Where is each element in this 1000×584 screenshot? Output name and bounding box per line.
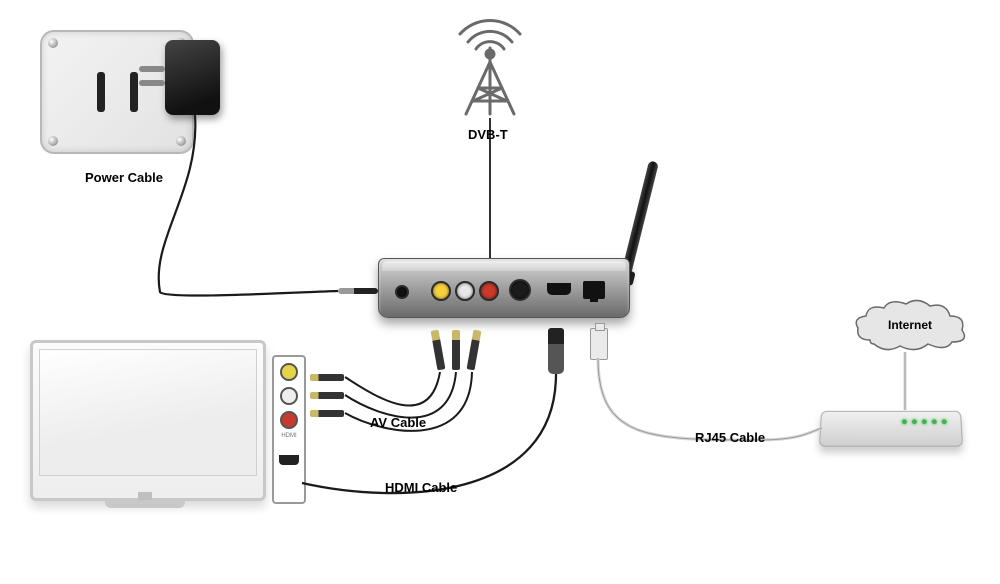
- internet-label: Internet: [850, 318, 970, 332]
- modem-router: [819, 411, 963, 447]
- av-cable-plugs-stb: [430, 330, 490, 390]
- tv-monitor: [30, 340, 266, 501]
- dvbt-label: DVB-T: [468, 127, 508, 142]
- rj45-cable-label: RJ45 Cable: [695, 430, 765, 445]
- stb-av-r-port: [479, 281, 499, 301]
- stb-hdmi-port: [547, 283, 571, 295]
- tv-port-panel: HDMI: [272, 355, 306, 504]
- hdmi-cable-plug: [548, 328, 564, 374]
- stb-av-w-port: [455, 281, 475, 301]
- stb-av-y-port: [431, 281, 451, 301]
- stb-dc-port: [395, 285, 409, 299]
- av-cable-label: AV Cable: [370, 415, 426, 430]
- internet-cloud-icon: Internet: [850, 298, 970, 353]
- power-adapter: [165, 40, 220, 115]
- connection-diagram: HDMI Internet Power Cable DVB-T AV Cable…: [0, 0, 1000, 584]
- stb-ethernet-port: [583, 281, 605, 299]
- set-top-box: [378, 258, 630, 318]
- dc-barrel-plug: [338, 288, 378, 294]
- tv-stand: [105, 498, 185, 508]
- power-cable-label: Power Cable: [85, 170, 163, 185]
- stb-svideo-port: [509, 279, 531, 301]
- rj45-cable-plug: [590, 328, 608, 360]
- hdmi-cable-label: HDMI Cable: [385, 480, 457, 495]
- broadcast-tower-icon: [430, 2, 550, 122]
- av-cable-plugs-tv: [310, 372, 360, 432]
